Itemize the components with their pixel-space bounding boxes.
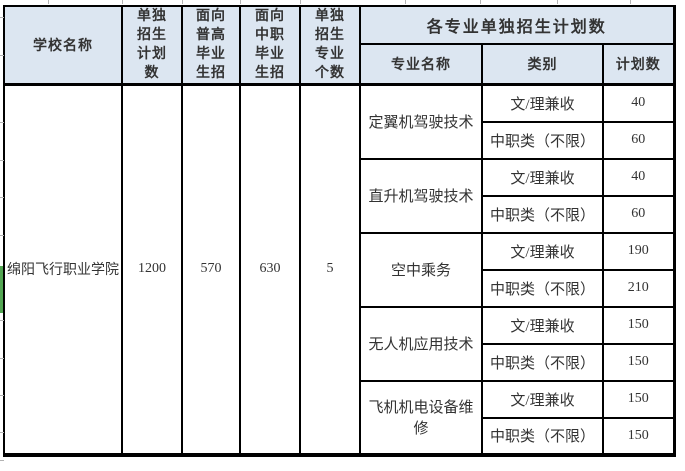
plan-cell: 190 xyxy=(602,231,675,271)
plan-cell: 150 xyxy=(602,342,675,382)
plan-total-cell: 1200 xyxy=(121,83,183,456)
table-row: 空中乘务 文/理兼收 190 xyxy=(4,231,675,308)
category-cell: 文/理兼收 xyxy=(481,83,604,123)
table-row: 中职类（不限） 60 xyxy=(4,194,675,234)
table-row: 中职类（不限） 210 xyxy=(4,268,675,308)
sheet-gridline-tick xyxy=(0,160,4,161)
header-general-hs: 面向 普高 毕业 生招 xyxy=(181,5,241,86)
sheet-gridline-tick xyxy=(0,460,4,461)
sheet-gridline-tick xyxy=(0,17,4,18)
header-row-1: 学校名称 单独 招生 计划 数 面向 普高 毕业 生招 面向 中职 毕业 生招 … xyxy=(3,4,675,86)
sheet-gridline-tick xyxy=(405,0,406,4)
table-row: 中职类（不限） 150 xyxy=(4,416,675,456)
sheet-gridline-tick xyxy=(48,0,49,4)
sheet-gridline-tick xyxy=(240,0,241,4)
sheet-gridline-tick xyxy=(0,55,4,56)
plan-cell: 40 xyxy=(602,157,675,197)
major-name-cell: 直升机驾驶技术 xyxy=(359,157,483,234)
category-cell: 中职类（不限） xyxy=(481,268,604,308)
category-cell: 中职类（不限） xyxy=(481,194,604,234)
table-row: 无人机应用技术 文/理兼收 150 xyxy=(4,305,675,382)
table-row: 绵阳飞行职业学院 1200 570 630 5 定翼机驾驶技术 文/理兼收 40 xyxy=(3,83,675,456)
plan-cell: 40 xyxy=(602,83,675,123)
school-name-cell: 绵阳飞行职业学院 xyxy=(3,83,123,456)
sheet-gridline-tick xyxy=(557,0,558,4)
header-category: 类别 xyxy=(481,43,604,86)
sheet-gridline-tick xyxy=(122,0,123,4)
sheet-gridline-tick xyxy=(630,0,631,4)
table-row: 飞机机电设备维修 文/理兼收 150 xyxy=(4,379,675,456)
sheet-gridline-tick xyxy=(0,122,4,123)
sheet-gridline-tick xyxy=(0,235,4,236)
major-name-cell: 空中乘务 xyxy=(359,231,483,308)
table-row: 中职类（不限） 150 xyxy=(4,342,675,382)
plan-cell: 60 xyxy=(602,120,675,160)
plan-cell: 150 xyxy=(602,416,675,456)
sheet-gridline-tick xyxy=(0,320,4,321)
category-cell: 中职类（不限） xyxy=(481,416,604,456)
header-major-count: 单独 招生 专业 个数 xyxy=(299,5,361,86)
header-major-name: 专业名称 xyxy=(359,43,483,86)
general-hs-cell: 570 xyxy=(181,83,241,456)
vocational-hs-cell: 630 xyxy=(239,83,301,456)
header-plan-total: 单独 招生 计划 数 xyxy=(121,5,183,86)
sheet-gridline-tick xyxy=(480,0,481,4)
category-cell: 文/理兼收 xyxy=(481,305,604,345)
plan-cell: 60 xyxy=(602,194,675,234)
sheet-gridline-tick xyxy=(0,358,4,359)
header-per-major-title: 各专业单独招生计划数 xyxy=(359,4,675,46)
plan-cell: 210 xyxy=(602,268,675,308)
major-name-cell: 无人机应用技术 xyxy=(359,305,483,382)
major-count-cell: 5 xyxy=(299,83,361,456)
enrollment-plan-table: 学校名称 单独 招生 计划 数 面向 普高 毕业 生招 面向 中职 毕业 生招 … xyxy=(3,4,676,457)
header-row-2: 专业名称 类别 计划数 xyxy=(4,43,675,86)
header-school-name: 学校名称 xyxy=(3,5,123,86)
header-vocational-hs: 面向 中职 毕业 生招 xyxy=(239,5,301,86)
table-row: 中职类（不限） 60 xyxy=(4,120,675,160)
table-row: 直升机驾驶技术 文/理兼收 40 xyxy=(4,157,675,234)
sheet-gridline-tick xyxy=(0,395,4,396)
table-body: 绵阳飞行职业学院 1200 570 630 5 定翼机驾驶技术 文/理兼收 40… xyxy=(3,83,675,456)
category-cell: 中职类（不限） xyxy=(481,120,604,160)
major-name-cell: 定翼机驾驶技术 xyxy=(359,83,483,160)
category-cell: 文/理兼收 xyxy=(481,231,604,271)
sheet-gridline-tick xyxy=(0,197,4,198)
category-cell: 文/理兼收 xyxy=(481,379,604,419)
major-name-cell: 飞机机电设备维修 xyxy=(359,379,483,456)
sheet-gridline-tick xyxy=(182,0,183,4)
category-cell: 中职类（不限） xyxy=(481,342,604,382)
sheet-gridline-tick xyxy=(300,0,301,4)
table-header: 学校名称 单独 招生 计划 数 面向 普高 毕业 生招 面向 中职 毕业 生招 … xyxy=(3,4,675,86)
header-plan: 计划数 xyxy=(602,43,675,86)
plan-cell: 150 xyxy=(602,379,675,419)
category-cell: 文/理兼收 xyxy=(481,157,604,197)
row-selection-marker xyxy=(0,266,4,313)
plan-cell: 150 xyxy=(602,305,675,345)
sheet-gridline-tick xyxy=(0,432,4,433)
